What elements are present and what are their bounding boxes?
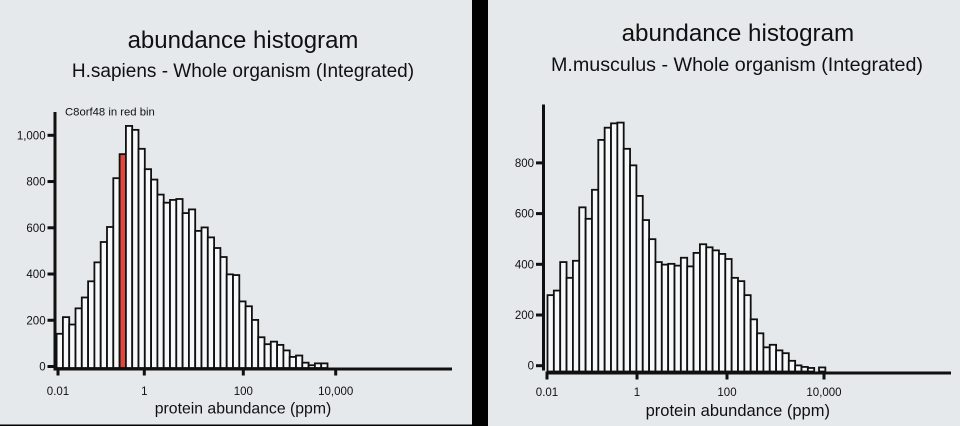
svg-text:800: 800 [515, 158, 534, 170]
svg-text:protein abundance (ppm): protein abundance (ppm) [646, 402, 830, 420]
svg-text:200: 200 [515, 310, 534, 322]
svg-text:100: 100 [717, 387, 736, 399]
svg-text:1,000: 1,000 [17, 130, 46, 142]
svg-text:M.musculus - Whole organism (I: M.musculus - Whole organism (Integrated) [551, 54, 923, 76]
svg-text:100: 100 [234, 386, 253, 398]
svg-text:1: 1 [634, 387, 640, 399]
svg-text:abundance histogram: abundance histogram [128, 27, 359, 54]
svg-text:200: 200 [26, 315, 45, 327]
svg-text:800: 800 [26, 177, 45, 189]
svg-text:10,000: 10,000 [318, 386, 353, 398]
svg-text:0.01: 0.01 [536, 387, 558, 399]
svg-text:abundance histogram: abundance histogram [622, 20, 855, 47]
svg-text:10,000: 10,000 [806, 387, 841, 399]
svg-text:H.sapiens - Whole organism (In: H.sapiens - Whole organism (Integrated) [72, 61, 414, 82]
svg-text:protein abundance (ppm): protein abundance (ppm) [155, 401, 332, 418]
svg-text:C8orf48 in red bin: C8orf48 in red bin [65, 107, 155, 119]
svg-text:0: 0 [528, 361, 534, 373]
svg-text:0.01: 0.01 [47, 386, 69, 398]
svg-text:400: 400 [26, 269, 45, 281]
svg-text:0: 0 [39, 362, 45, 374]
svg-text:400: 400 [515, 259, 534, 271]
svg-text:600: 600 [26, 223, 45, 235]
svg-text:600: 600 [515, 209, 534, 221]
svg-text:1: 1 [141, 386, 147, 398]
